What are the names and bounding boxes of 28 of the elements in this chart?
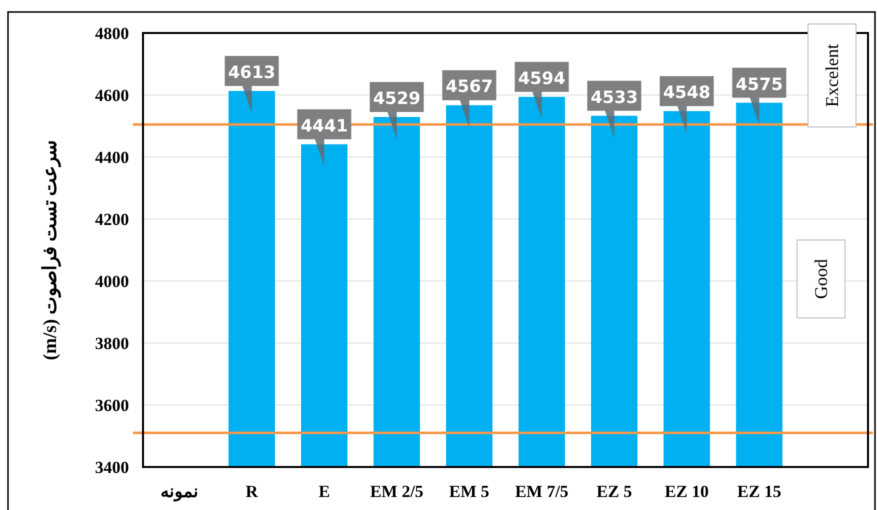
data-label: 4529: [373, 89, 420, 110]
data-label: 4613: [228, 62, 276, 83]
x-tick-label: EM 2/5: [370, 482, 424, 501]
x-tick-label: R: [246, 482, 259, 501]
x-tick-label: EZ 15: [737, 482, 782, 501]
y-tick-label: 4800: [95, 24, 129, 43]
x-tick-label: EM 7/5: [515, 482, 568, 501]
annotation: Good: [811, 259, 831, 299]
data-label: 4567: [446, 77, 493, 98]
data-label: 4594: [518, 68, 566, 89]
x-tick-label: EM 5: [449, 482, 490, 501]
x-tick-label: EZ 10: [664, 482, 709, 501]
y-axis-title: سرعت تست فراصوت (m/s): [40, 140, 61, 360]
data-label: 4575: [736, 74, 783, 95]
data-label: 4441: [300, 116, 348, 136]
y-tick-label: 3400: [95, 458, 129, 477]
y-tick-label: 4000: [95, 272, 129, 291]
data-label: 4548: [663, 83, 710, 104]
annotation: Excelent: [822, 44, 842, 107]
y-tick-label: 3600: [95, 396, 129, 415]
x-tick-label: E: [318, 482, 330, 501]
data-label: 4533: [590, 88, 638, 108]
y-tick-label: 4400: [95, 148, 129, 167]
y-tick-label: 4600: [95, 86, 129, 105]
x-tick-label: EZ 5: [596, 482, 632, 501]
y-tick-label: 3800: [95, 334, 129, 353]
x-tick-label: نمونه: [160, 482, 198, 502]
y-tick-label: 4200: [95, 210, 129, 229]
